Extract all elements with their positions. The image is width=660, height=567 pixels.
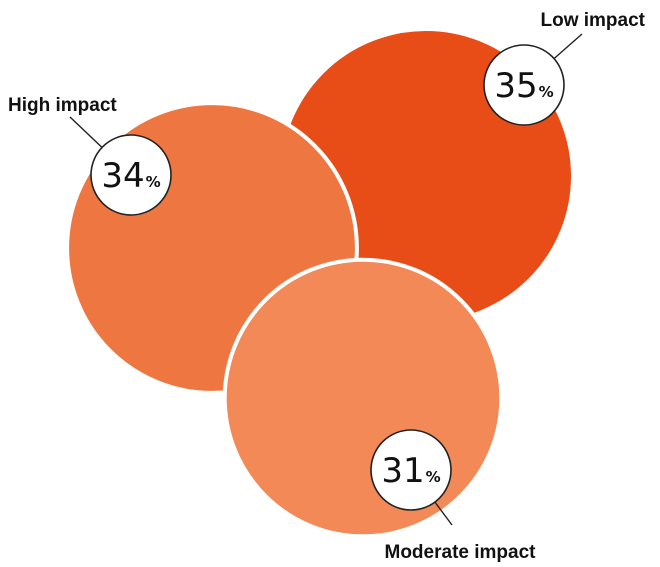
value-unit-moderate-impact: % xyxy=(426,468,441,486)
annotations: 34% High impact 35% Low impact 31% Moderate i… xyxy=(8,10,646,563)
value-number-low-impact: 35 xyxy=(494,66,537,106)
value-label-low-impact: 35% xyxy=(494,66,553,106)
value-badge-moderate-impact xyxy=(370,429,452,511)
value-label-moderate-impact: 31% xyxy=(381,451,440,491)
category-label-moderate-impact: Moderate impact xyxy=(385,542,537,563)
value-label-high-impact: 34% xyxy=(101,156,160,196)
bubble-moderate-impact xyxy=(222,257,504,539)
value-unit-low-impact: % xyxy=(539,83,554,101)
category-label-high-impact: High impact xyxy=(8,95,117,116)
category-label-low-impact: Low impact xyxy=(540,10,645,31)
value-unit-high-impact: % xyxy=(146,173,161,191)
value-badge-high-impact xyxy=(90,134,172,216)
value-badge-low-impact xyxy=(483,44,565,126)
value-number-moderate-impact: 31 xyxy=(381,451,424,491)
value-number-high-impact: 34 xyxy=(101,156,144,196)
